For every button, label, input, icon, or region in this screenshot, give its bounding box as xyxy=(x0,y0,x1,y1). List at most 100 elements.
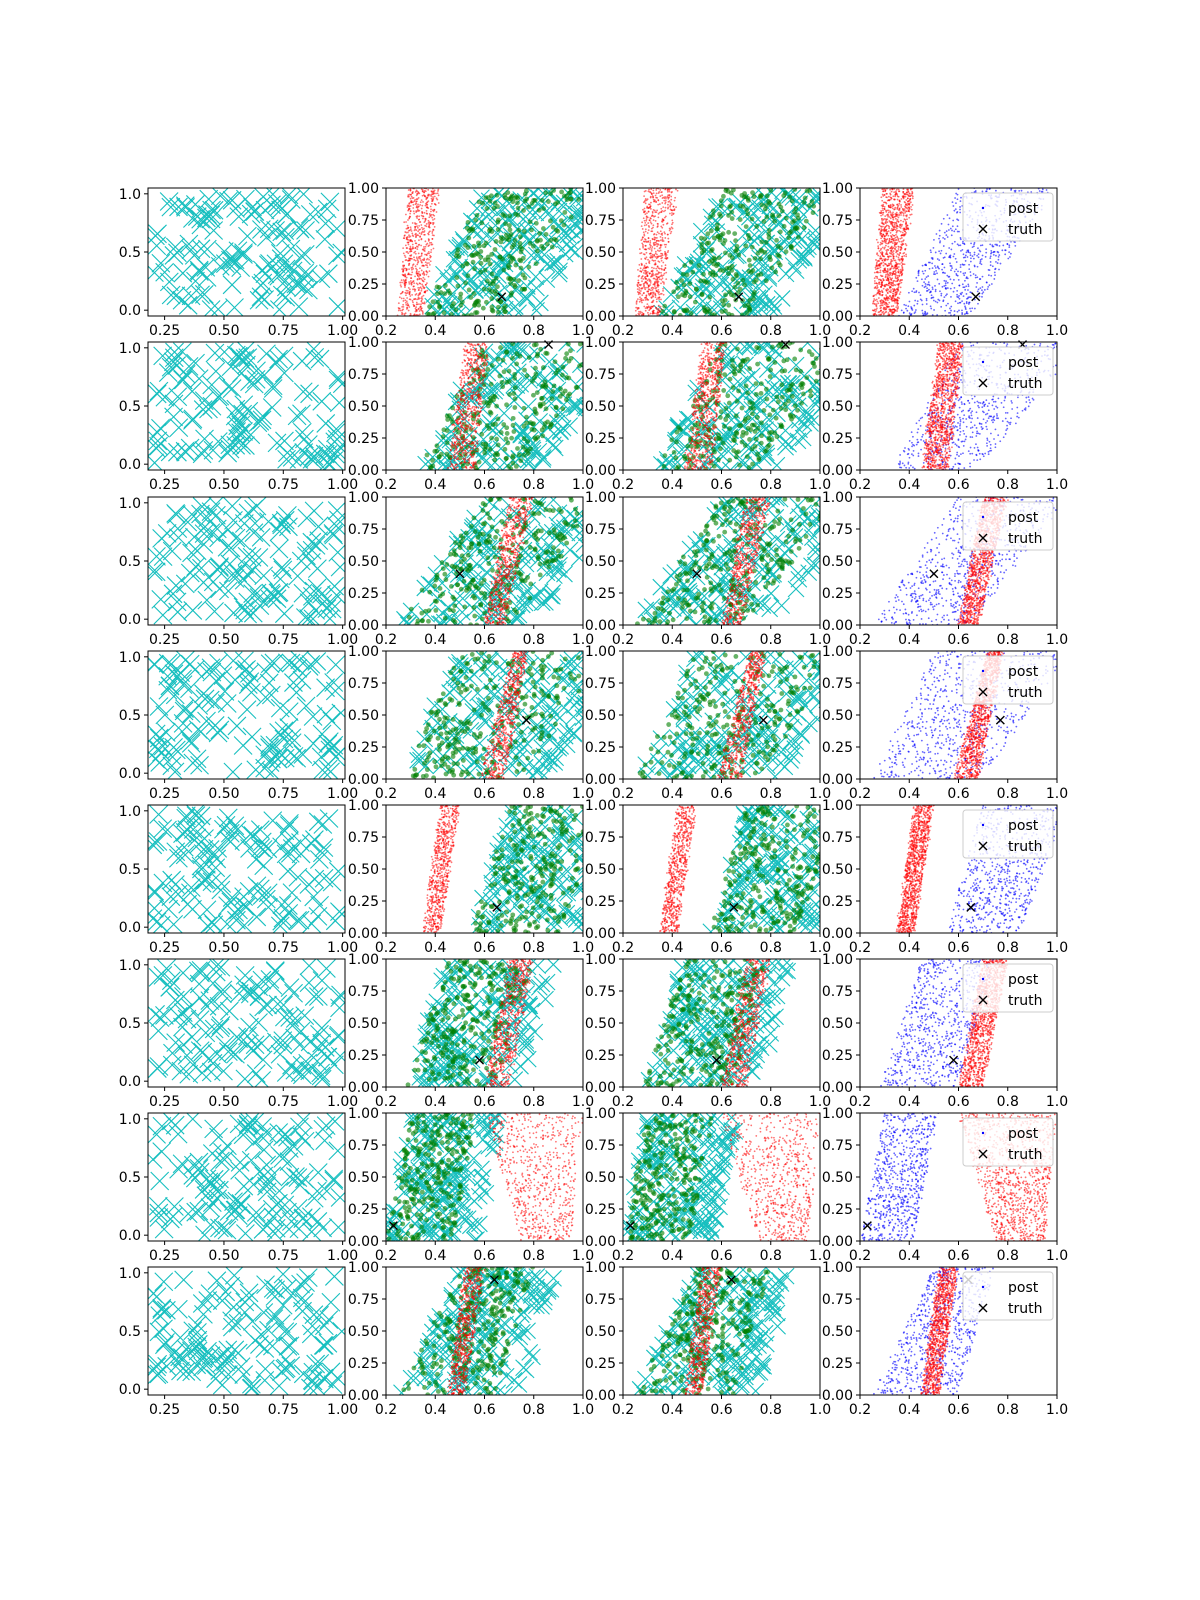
green-point xyxy=(553,237,559,243)
red-point xyxy=(911,204,914,206)
red-point xyxy=(407,241,410,244)
red-point xyxy=(470,412,473,415)
prior-point xyxy=(172,290,192,310)
blue-point xyxy=(962,253,965,256)
cyan-point xyxy=(510,304,527,316)
prior-point xyxy=(230,347,250,367)
red-point xyxy=(889,294,891,297)
red-point xyxy=(640,299,643,302)
green-point xyxy=(532,197,538,203)
red-point xyxy=(644,258,647,260)
green-point xyxy=(687,281,693,287)
blue-point xyxy=(936,314,939,316)
red-point xyxy=(408,234,410,237)
red-point xyxy=(411,271,414,274)
prior-point xyxy=(197,239,217,259)
red-point xyxy=(873,277,876,280)
red-point xyxy=(401,312,404,315)
red-point xyxy=(647,311,649,314)
green-point xyxy=(723,188,729,194)
blue-point xyxy=(962,256,965,259)
red-point xyxy=(896,299,899,302)
green-point xyxy=(715,222,720,228)
red-point xyxy=(880,210,883,212)
red-point xyxy=(892,204,895,206)
red-point xyxy=(877,282,879,285)
red-point xyxy=(896,198,899,201)
blue-point xyxy=(953,230,956,233)
red-point xyxy=(875,287,878,290)
green-point xyxy=(503,456,509,462)
red-point xyxy=(650,275,652,278)
green-point xyxy=(723,292,728,298)
blue-point xyxy=(959,270,962,273)
red-point xyxy=(892,211,894,214)
prior-point xyxy=(293,382,313,402)
red-point xyxy=(647,285,650,288)
cyan-point xyxy=(685,303,703,316)
green-point xyxy=(721,193,726,199)
red-point xyxy=(656,209,659,212)
red-point xyxy=(645,295,648,297)
red-point xyxy=(642,208,644,211)
green-point xyxy=(431,310,437,316)
prior-point xyxy=(327,219,345,239)
red-point xyxy=(663,210,665,213)
blue-point xyxy=(999,262,1002,265)
red-point xyxy=(427,250,430,253)
prior-point xyxy=(151,418,170,438)
prior-point xyxy=(317,199,337,219)
prior-point xyxy=(328,368,345,387)
prior-point xyxy=(267,353,286,372)
green-point xyxy=(470,259,476,265)
green-point xyxy=(560,372,565,378)
red-point xyxy=(416,225,418,228)
red-point xyxy=(404,231,407,233)
blue-point xyxy=(914,309,917,311)
prior-point xyxy=(153,346,173,366)
green-point xyxy=(495,356,501,362)
red-point xyxy=(905,255,908,258)
red-point xyxy=(875,303,878,305)
blue-point xyxy=(950,265,953,267)
red-point xyxy=(893,300,896,303)
red-point xyxy=(428,216,431,219)
green-point xyxy=(524,373,530,379)
red-point xyxy=(431,232,434,234)
prior-point xyxy=(274,363,294,383)
green-point xyxy=(521,229,527,234)
blue-point xyxy=(907,305,910,308)
green-point xyxy=(717,267,723,273)
blue-point xyxy=(953,286,956,289)
red-point xyxy=(414,228,417,230)
red-point xyxy=(893,259,896,262)
prior-point xyxy=(255,264,275,284)
red-point xyxy=(887,249,890,251)
blue-point xyxy=(945,230,948,233)
green-point xyxy=(567,391,572,397)
red-point xyxy=(644,272,647,275)
blue-point xyxy=(912,287,915,290)
blue-point xyxy=(973,307,976,310)
red-point xyxy=(649,221,652,224)
blue-point xyxy=(940,222,943,225)
red-point xyxy=(410,199,413,202)
green-point xyxy=(766,231,772,237)
red-point xyxy=(418,232,421,235)
red-point xyxy=(415,206,418,209)
red-point xyxy=(424,245,427,248)
red-point xyxy=(423,250,426,252)
x-tick-label: 0.50 xyxy=(208,323,239,339)
red-point xyxy=(639,312,642,315)
red-point xyxy=(419,201,422,204)
red-point xyxy=(671,191,673,193)
red-point xyxy=(638,274,641,277)
red-point xyxy=(420,214,423,217)
red-point xyxy=(904,210,907,212)
red-point xyxy=(640,283,642,286)
red-point xyxy=(405,221,407,223)
red-point xyxy=(414,275,416,278)
red-point xyxy=(654,296,657,299)
blue-point xyxy=(938,237,940,240)
